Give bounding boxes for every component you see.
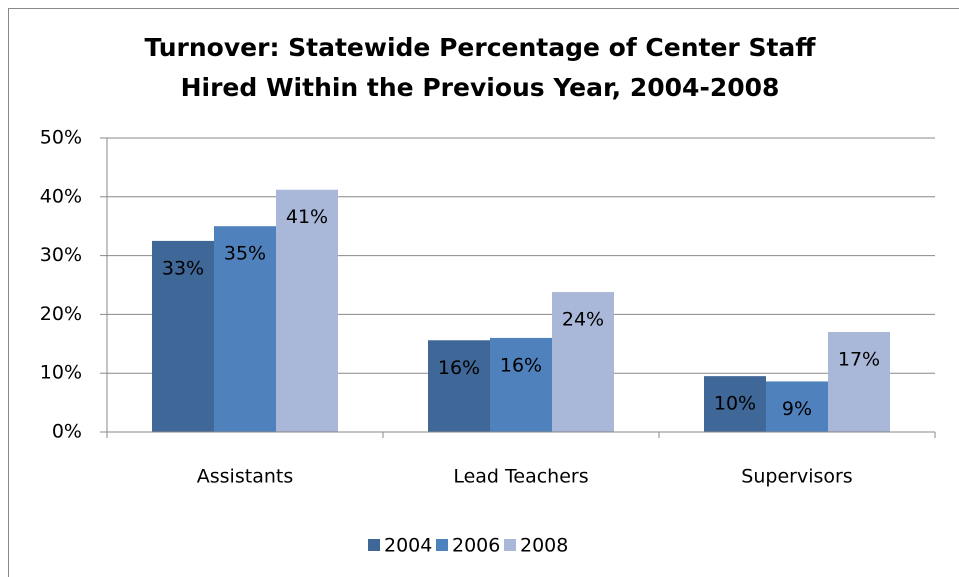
x-tick-label: Supervisors	[741, 466, 852, 488]
value-label: 16%	[500, 354, 542, 376]
x-tick-label: Assistants	[197, 466, 293, 488]
value-label: 17%	[838, 349, 880, 371]
legend-swatch	[368, 539, 380, 551]
bar	[552, 292, 614, 432]
value-label: 10%	[714, 393, 756, 415]
legend-label: 2006	[452, 535, 500, 557]
bar	[152, 240, 214, 432]
value-label: 41%	[286, 206, 328, 228]
bar	[428, 340, 490, 432]
chart-title: Turnover: Statewide Percentage of Center…	[144, 33, 816, 102]
y-tick-label: 50%	[40, 127, 82, 149]
legend-label: 2004	[384, 535, 432, 557]
bar	[214, 226, 276, 432]
value-label: 35%	[224, 243, 266, 265]
legend-swatch	[504, 539, 516, 551]
legend-swatch	[436, 539, 448, 551]
value-label: 16%	[438, 357, 480, 379]
y-tick-label: 20%	[40, 303, 82, 325]
legend-label: 2008	[520, 535, 568, 557]
y-tick-label: 10%	[40, 362, 82, 384]
bar	[766, 381, 828, 432]
bar	[704, 376, 766, 432]
value-label: 9%	[782, 398, 812, 420]
value-label: 33%	[162, 257, 204, 279]
y-tick-label: 0%	[52, 421, 82, 443]
bar	[276, 189, 338, 432]
value-label: 24%	[562, 309, 604, 331]
x-tick-label: Lead Teachers	[453, 466, 588, 488]
y-tick-label: 40%	[40, 185, 82, 207]
bar	[490, 337, 552, 432]
bar	[828, 332, 890, 432]
y-tick-label: 30%	[40, 244, 82, 266]
